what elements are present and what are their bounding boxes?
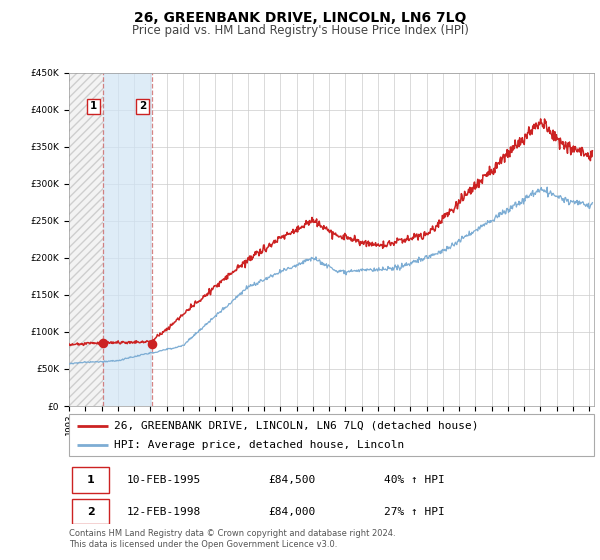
Text: 1: 1 bbox=[86, 475, 94, 485]
Point bbox=[148, 339, 157, 348]
Text: 12-FEB-1998: 12-FEB-1998 bbox=[127, 506, 201, 516]
Text: 26, GREENBANK DRIVE, LINCOLN, LN6 7LQ: 26, GREENBANK DRIVE, LINCOLN, LN6 7LQ bbox=[134, 11, 466, 25]
Text: 1: 1 bbox=[90, 101, 97, 111]
Text: Contains HM Land Registry data © Crown copyright and database right 2024.
This d: Contains HM Land Registry data © Crown c… bbox=[69, 529, 395, 549]
Bar bbox=[69, 73, 103, 406]
Point bbox=[98, 339, 108, 348]
Text: 10-FEB-1995: 10-FEB-1995 bbox=[127, 475, 201, 485]
Text: £84,000: £84,000 bbox=[269, 506, 316, 516]
Text: 2: 2 bbox=[86, 506, 94, 516]
Text: 40% ↑ HPI: 40% ↑ HPI bbox=[384, 475, 445, 485]
FancyBboxPatch shape bbox=[71, 499, 109, 524]
Text: 2: 2 bbox=[139, 101, 146, 111]
Text: Price paid vs. HM Land Registry's House Price Index (HPI): Price paid vs. HM Land Registry's House … bbox=[131, 24, 469, 36]
Text: £84,500: £84,500 bbox=[269, 475, 316, 485]
Bar bbox=[69, 73, 103, 406]
Text: HPI: Average price, detached house, Lincoln: HPI: Average price, detached house, Linc… bbox=[113, 440, 404, 450]
Text: 27% ↑ HPI: 27% ↑ HPI bbox=[384, 506, 445, 516]
FancyBboxPatch shape bbox=[71, 468, 109, 493]
FancyBboxPatch shape bbox=[69, 414, 594, 456]
Bar bbox=[103, 73, 152, 406]
Text: 26, GREENBANK DRIVE, LINCOLN, LN6 7LQ (detached house): 26, GREENBANK DRIVE, LINCOLN, LN6 7LQ (d… bbox=[113, 421, 478, 431]
